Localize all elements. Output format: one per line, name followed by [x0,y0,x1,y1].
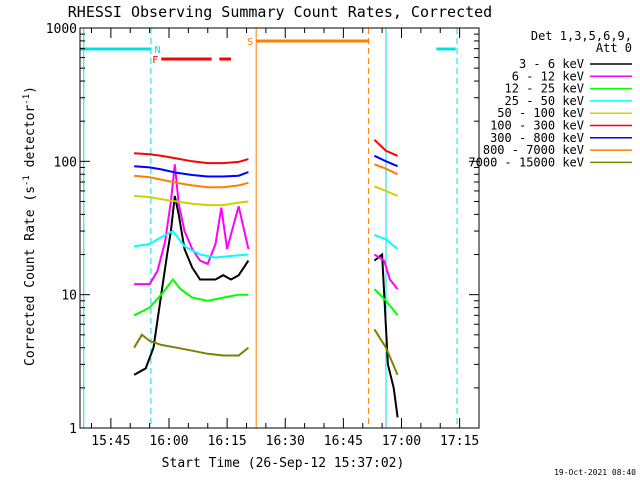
series-7-line-0 [134,174,249,189]
x-tick-label-5: 17:00 [382,434,421,449]
x-tick-label-3: 16:30 [266,434,305,449]
series-0-line-0 [133,195,250,376]
x-axis-label: Start Time (26-Sep-12 15:37:02) [162,456,405,471]
legend-label-4: 50 - 100 keV [497,106,584,120]
y-tick-label-3: 1000 [46,22,77,37]
series-8-line-1 [373,328,399,376]
legend-label-2: 12 - 25 keV [505,82,584,96]
y-tick-label-1: 10 [61,289,77,304]
series-8-line-0 [133,333,250,357]
series-6-line-1 [373,154,398,168]
plot-frame [79,27,480,429]
x-tick-label-0: 15:45 [91,434,130,449]
series-5-line-1 [373,139,398,157]
legend-label-1: 6 - 12 keV [512,69,584,83]
legend-header-attenuator: Att 0 [596,41,632,55]
y-tick-label-0: 1 [69,422,77,437]
plot-area: NF S [80,28,458,428]
series-4-line-0 [134,195,249,207]
legend-label-3: 25 - 50 keV [505,94,584,108]
x-tick-label-1: 16:00 [149,434,188,449]
axes: 1 10 100 1000 15:45 16:00 16:15 16:30 16:45 17:00… [46,22,480,449]
x-tick-label-2: 16:15 [208,434,247,449]
timestamp: 19-Oct-2021 08:40 [554,468,636,477]
flag-label-F: F [152,55,158,66]
series-1-line-0 [134,164,250,286]
y-tick-label-2: 100 [54,155,77,170]
series-3-line-0 [133,229,249,259]
series-2-line-1 [373,288,399,316]
flag-label-N: N [155,45,161,56]
series-6-line-0 [134,165,249,178]
legend-label-7: 800 - 7000 keV [483,143,584,157]
x-tick-label-6: 17:15 [440,434,479,449]
series-4-line-1 [374,185,399,197]
series-2-line-0 [133,277,249,317]
series-7-line-1 [374,163,399,176]
x-tick-label-4: 16:45 [324,434,363,449]
series-5-line-0 [134,152,249,165]
series-3-line-1 [374,234,399,250]
legend-label-0: 3 - 6 keV [519,57,584,71]
flag-label-S: S [247,37,253,48]
chart-title: RHESSI Observing Summary Count Rates, Co… [68,3,492,21]
y-axis-label: Corrected Count Rate (s-1 detector-1) [22,86,38,366]
legend-label-6: 300 - 800 keV [490,131,584,145]
legend-label-8: 7000 - 15000 keV [468,155,584,169]
legend-header-detectors: Det 1,3,5,6,9, [531,29,632,43]
legend-label-5: 100 - 300 keV [490,119,584,133]
series-1-line-1 [373,253,399,290]
series-0-line-1 [373,252,399,418]
